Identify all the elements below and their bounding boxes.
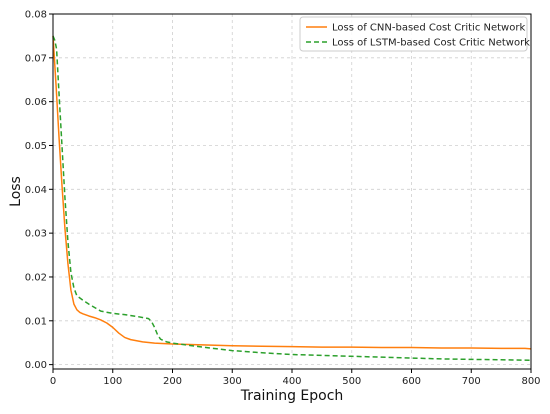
legend: Loss of CNN-based Cost Critic Network Los…	[299, 16, 530, 52]
series-line-2	[52, 35, 532, 361]
x-tick-label: 400	[282, 376, 301, 387]
series-group	[52, 35, 532, 361]
x-axis-ticks: 0 100 200 300 400 500 600 700 800	[50, 369, 541, 387]
legend-box	[299, 16, 528, 52]
x-tick-label: 200	[163, 376, 182, 387]
x-tick-label: 600	[402, 376, 421, 387]
y-tick-label: 0.03	[25, 229, 47, 240]
y-tick-label: 0.06	[25, 97, 47, 108]
y-tick-label: 0.01	[25, 316, 47, 327]
y-axis-label: Loss	[8, 176, 24, 207]
legend-label: Loss of LSTM-based Cost Critic Network	[332, 38, 530, 49]
x-tick-label: 700	[462, 376, 481, 387]
legend-label: Loss of CNN-based Cost Critic Network	[332, 23, 525, 34]
y-tick-label: 0.08	[25, 10, 47, 21]
grid-lines	[52, 13, 532, 369]
y-tick-label: 0.05	[25, 141, 47, 152]
y-tick-label: 0.04	[25, 185, 47, 196]
y-tick-label: 0.02	[25, 272, 47, 283]
y-axis-ticks: 0.00 0.01 0.02 0.03 0.04 0.05 0.06 0.07 0.08	[25, 10, 53, 371]
series-line-1	[52, 35, 532, 350]
x-tick-label: 0	[50, 376, 56, 387]
x-tick-label: 800	[521, 376, 540, 387]
x-tick-label: 100	[103, 376, 122, 387]
y-tick-label: 0.00	[25, 360, 47, 371]
y-tick-label: 0.07	[25, 53, 47, 64]
x-axis-label: Training Epoch	[240, 388, 344, 404]
x-tick-label: 300	[223, 376, 242, 387]
x-tick-label: 500	[342, 376, 361, 387]
